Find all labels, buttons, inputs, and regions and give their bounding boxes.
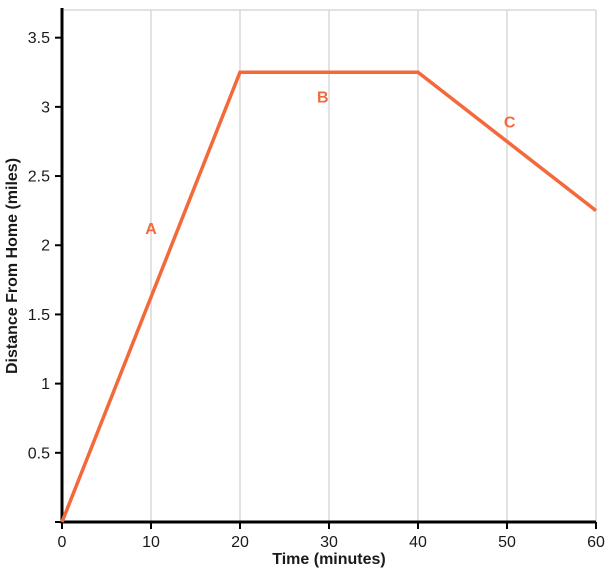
- y-tick-label: 2.5: [28, 169, 50, 186]
- y-axis-title: Distance From Home (miles): [4, 158, 21, 374]
- segment-label-a: A: [145, 221, 157, 238]
- segment-label-b: B: [317, 90, 329, 107]
- y-tick-label: 1.5: [28, 307, 50, 324]
- chart-generated-layer: 0 10 20 30 40 50 60 0.5 1 1.5 2 2.5 3 3.5 A B C: [28, 8, 605, 551]
- y-tick-label: 3.5: [28, 30, 50, 47]
- x-tick-label: 50: [498, 534, 516, 551]
- x-axis-title: Time (minutes): [272, 551, 386, 568]
- series-line-distance-from-home: [60, 70, 598, 523]
- y-tick-label: 1: [41, 376, 50, 393]
- x-tick-label: 40: [409, 534, 427, 551]
- y-tick-label: 2: [41, 238, 50, 255]
- x-tick-label: 20: [231, 534, 249, 551]
- segment-label-c: C: [504, 115, 516, 132]
- y-tick-label: 0.5: [28, 445, 50, 462]
- y-tick-label: 3: [41, 99, 50, 116]
- x-tick-label: 0: [58, 534, 67, 551]
- x-tick-label: 30: [320, 534, 338, 551]
- x-tick-label: 60: [587, 534, 605, 551]
- x-tick-label: 10: [142, 534, 160, 551]
